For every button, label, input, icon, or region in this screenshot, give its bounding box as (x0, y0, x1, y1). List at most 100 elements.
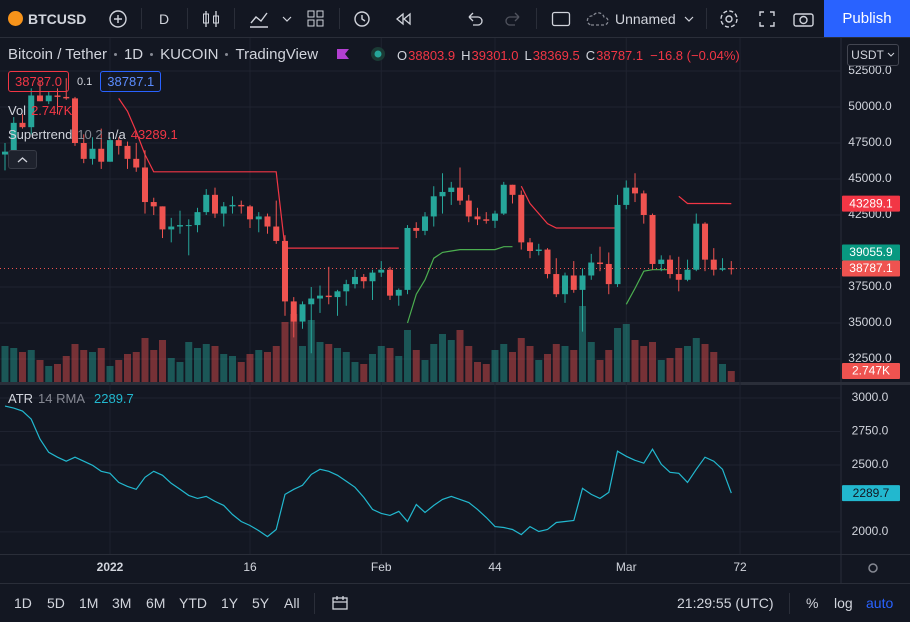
volume-bar (202, 344, 210, 382)
candle-body (719, 268, 726, 270)
auto-toggle[interactable]: auto (866, 595, 894, 611)
layout-menu[interactable]: Unnamed (585, 0, 696, 37)
undo[interactable] (465, 0, 485, 37)
percent-toggle[interactable]: % (806, 595, 819, 611)
candle-body (264, 216, 271, 227)
volume-bar (404, 330, 412, 382)
currency-select[interactable]: USDT (847, 44, 899, 66)
period-button[interactable]: 1M (79, 595, 99, 611)
price-label-bg (842, 244, 900, 261)
symbol-title: Bitcoin / Tether (8, 45, 107, 63)
top-toolbar: BTCUSD D Unnamed Publish (0, 0, 910, 38)
volume-bar (500, 344, 508, 382)
buy-button[interactable]: 38787.1 (100, 71, 162, 92)
period-button[interactable]: 5D (47, 595, 65, 611)
redo[interactable] (503, 0, 523, 37)
candle-body (185, 225, 192, 227)
candle-body (176, 225, 183, 227)
indicators[interactable] (248, 0, 292, 37)
candle-body (246, 206, 253, 220)
candle-body (509, 184, 516, 195)
collapse-legend[interactable] (8, 150, 37, 169)
replay-icon (395, 12, 411, 25)
volume-bar (421, 360, 429, 382)
volume-bar (263, 352, 271, 382)
period-button[interactable]: YTD (179, 595, 207, 611)
alert[interactable] (352, 0, 374, 37)
fullscreen[interactable] (757, 0, 777, 37)
candle-body (10, 122, 17, 152)
ohlc-key: L (524, 47, 532, 63)
log-toggle[interactable]: log (834, 595, 853, 611)
period-button[interactable]: 1Y (221, 595, 239, 611)
candle-body (168, 226, 175, 230)
sell-button[interactable]: 38787.0 (8, 71, 69, 92)
period-button[interactable]: 3M (112, 595, 132, 611)
volume-bar (334, 348, 342, 382)
volume-bar (80, 350, 88, 382)
candle-body (194, 212, 201, 226)
clock[interactable]: 21:29:55 (UTC) (677, 595, 774, 611)
ohlc-value: 38369.5 (532, 47, 580, 63)
candle-body (343, 284, 350, 292)
plus-icon (109, 9, 127, 28)
volume-bar (710, 352, 718, 382)
period-button[interactable]: 1D (14, 595, 32, 611)
candle-body (80, 143, 87, 159)
volume-bar (596, 360, 604, 382)
volume-bar (447, 340, 455, 382)
candle-body (352, 276, 359, 285)
candle-body (150, 202, 157, 207)
candle-body (255, 216, 262, 220)
candle-body (334, 291, 341, 298)
volume-value: 2.747K (31, 103, 73, 118)
chevron-up (17, 157, 28, 163)
templates[interactable] (306, 0, 326, 37)
candle-body (369, 272, 376, 282)
volume-bar (684, 346, 692, 382)
interval[interactable]: D (159, 10, 170, 27)
ohlc-legend: O 38803.9 H 39301.0 L 38369.5 C 38787.1 −16.8 (−… (397, 46, 740, 64)
candle-body (54, 95, 61, 97)
volume-layer (1, 306, 735, 382)
candle-body (71, 98, 78, 144)
layout-toggle[interactable] (551, 0, 571, 37)
candle-body (299, 304, 306, 322)
volume-bar (675, 348, 683, 382)
settings-icon[interactable] (868, 563, 878, 573)
replay[interactable] (393, 0, 413, 37)
grid-icon (307, 10, 324, 26)
symbol-search[interactable]: BTCUSD (8, 0, 86, 37)
candle-body (597, 262, 604, 264)
period-button[interactable]: 5Y (252, 595, 270, 611)
candle-body (457, 187, 464, 201)
supertrend-value: 43289.1 (130, 127, 178, 142)
volume-bar (614, 328, 622, 382)
volume-bar (719, 364, 727, 382)
publish-button[interactable]: Publish (824, 0, 910, 37)
separator (141, 8, 142, 29)
period-button[interactable]: All (284, 595, 300, 611)
volume-bar (369, 354, 377, 382)
supertrend-params: 10 2 (77, 127, 103, 142)
candle-body (211, 194, 218, 214)
volume-bar (561, 346, 569, 382)
add-symbol[interactable] (108, 0, 128, 37)
date-range[interactable] (331, 584, 349, 622)
settings[interactable] (718, 0, 740, 37)
cloud-icon (586, 11, 609, 26)
ohlc-key: O (397, 47, 408, 63)
volume-bar (185, 342, 193, 382)
chart-type[interactable] (201, 0, 221, 37)
snapshot[interactable] (792, 0, 816, 37)
period-button[interactable]: 6M (146, 595, 166, 611)
volume-bar (62, 356, 70, 382)
volume-bar (71, 344, 79, 382)
volume-bar (220, 354, 228, 382)
candle-body (474, 216, 481, 220)
x-tick-label: 72 (733, 560, 747, 574)
volume-bar (299, 346, 307, 382)
coin-icon (8, 11, 23, 26)
sun-icon (868, 563, 878, 573)
spread: 0.1 (77, 75, 93, 88)
